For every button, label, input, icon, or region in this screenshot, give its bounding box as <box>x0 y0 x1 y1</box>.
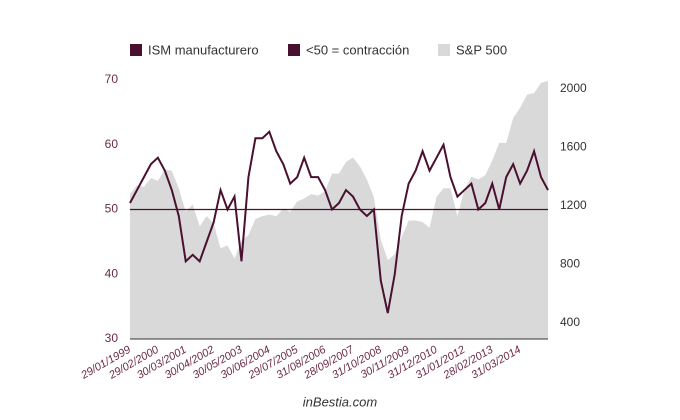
legend-label: ISM manufacturero <box>148 42 259 57</box>
y-tick-label: 70 <box>105 72 119 86</box>
y2-tick-label: 2000 <box>560 81 587 95</box>
y-tick-label: 40 <box>105 266 119 280</box>
y2-tick-label: 1200 <box>560 198 587 212</box>
y2-tick-label: 800 <box>560 257 580 271</box>
legend-swatch <box>130 44 142 56</box>
y-tick-label: 30 <box>105 331 119 345</box>
source: inBestia.com <box>303 394 378 409</box>
y-tick-label: 50 <box>105 202 119 216</box>
legend-swatch <box>288 44 300 56</box>
line <box>129 130 549 314</box>
y-tick-label: 60 <box>105 137 119 151</box>
legend-swatch <box>438 44 450 56</box>
y2-tick-label: 400 <box>560 315 580 329</box>
legend-label: <50 = contracción <box>306 42 409 57</box>
y2-tick-label: 1600 <box>560 139 587 153</box>
legend-label: S&P 500 <box>456 42 507 57</box>
